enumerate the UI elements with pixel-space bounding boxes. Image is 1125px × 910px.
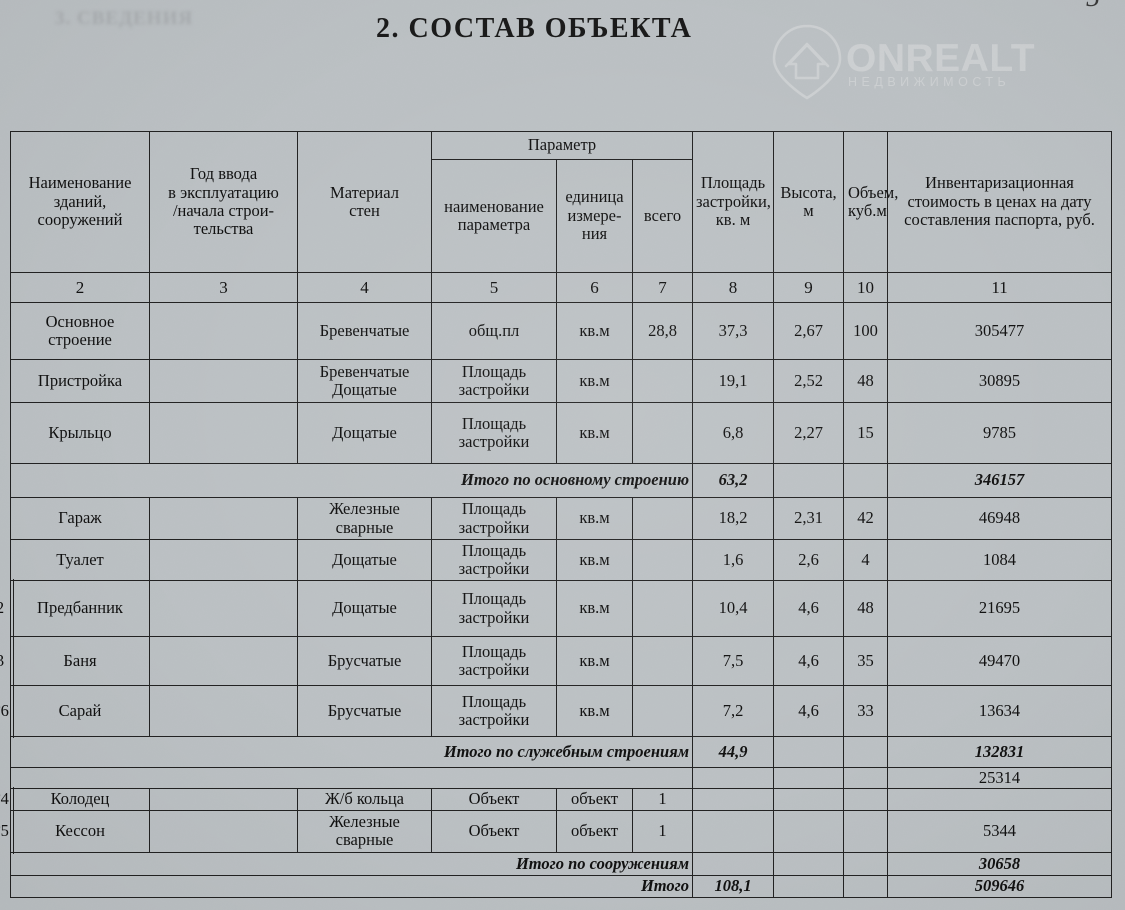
svg-text:ONREALT: ONREALT <box>846 37 1035 80</box>
svg-text:НЕДВИЖИМОСТЬ: НЕДВИЖИМОСТЬ <box>848 75 1010 89</box>
